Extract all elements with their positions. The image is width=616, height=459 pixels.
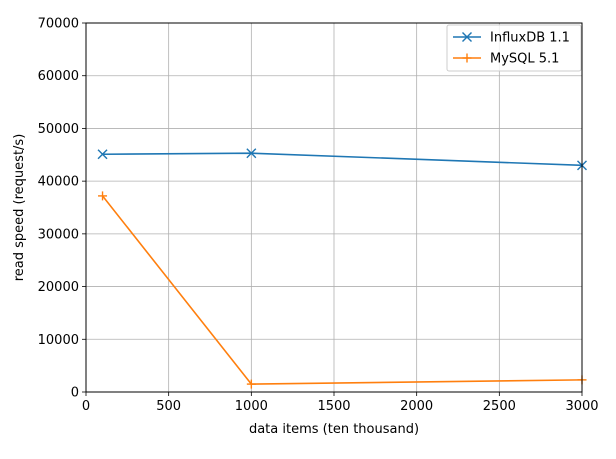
legend-swatch-marker xyxy=(462,32,472,42)
x-tick-label: 1500 xyxy=(317,399,350,414)
legend-entry: InfluxDB 1.1 xyxy=(453,31,570,46)
y-tick-label: 0 xyxy=(71,386,79,401)
legend-label: MySQL 5.1 xyxy=(490,52,559,67)
x-axis-ticks: 0 500 1000 1500 2000 2500 3000 xyxy=(82,392,599,414)
x-tick-label: 0 xyxy=(82,399,90,414)
data-point xyxy=(246,148,257,159)
data-point xyxy=(246,379,256,389)
x-axis-label: data items (ten thousand) xyxy=(249,422,419,437)
data-point xyxy=(97,149,108,160)
data-point xyxy=(98,191,108,201)
x-tick-label: 3000 xyxy=(565,399,598,414)
y-tick-label: 10000 xyxy=(38,333,79,348)
x-tick-label: 2500 xyxy=(483,399,516,414)
y-axis-ticks: 0 10000 20000 30000 40000 50000 60000 70000 xyxy=(38,17,86,401)
y-tick-label: 50000 xyxy=(38,122,79,137)
y-tick-label: 70000 xyxy=(38,17,79,32)
legend-entry: MySQL 5.1 xyxy=(453,52,559,67)
y-axis-label: read speed (request/s) xyxy=(12,134,27,282)
legend: InfluxDB 1.1 MySQL 5.1 xyxy=(446,24,582,72)
x-tick-label: 2000 xyxy=(400,399,433,414)
y-tick-label: 40000 xyxy=(38,175,79,190)
x-tick-label: 1000 xyxy=(235,399,268,414)
legend-label: InfluxDB 1.1 xyxy=(490,31,570,46)
legend-swatch-marker xyxy=(462,53,472,63)
x-tick-label: 500 xyxy=(156,399,181,414)
y-tick-label: 30000 xyxy=(38,227,79,242)
y-tick-label: 20000 xyxy=(38,280,79,295)
y-tick-label: 60000 xyxy=(38,69,79,84)
